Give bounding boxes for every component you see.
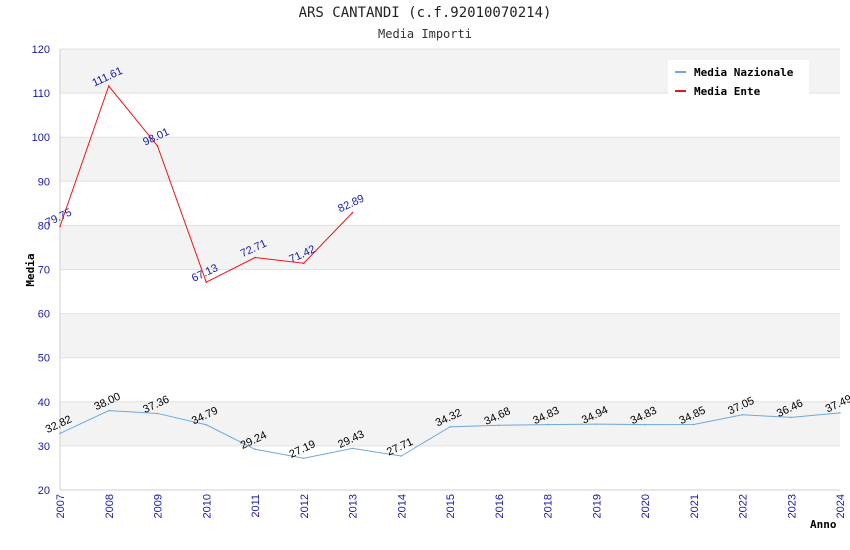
legend-label: Media Ente [694,85,761,98]
legend-box [668,60,809,96]
plot-band [60,401,840,446]
x-tick-label: 2018 [543,494,555,518]
data-point [790,416,793,419]
data-point [107,85,110,87]
plot-band [60,225,840,270]
data-point [692,423,695,426]
data-point [254,256,256,259]
legend-label: Media Nazionale [694,66,794,79]
x-tick-label: 2021 [689,494,701,518]
x-tick-label: 2011 [250,494,262,518]
y-tick-label: 60 [38,309,50,321]
data-point [546,423,549,426]
y-tick-label: 110 [32,88,50,100]
y-tick-label: 90 [38,176,50,188]
plot-band [60,93,840,138]
data-point [839,412,841,414]
x-tick-label: 2015 [445,494,457,518]
plot-band [60,181,840,226]
x-tick-label: 2013 [348,494,360,518]
x-tick-label: 2020 [640,494,652,518]
x-tick-label: 2010 [201,494,213,518]
data-point [59,432,61,435]
data-point [497,424,500,427]
data-point [449,426,451,428]
x-tick-label: 2012 [299,494,311,518]
x-tick-label: 2022 [738,494,750,518]
chart-title: ARS CANTANDI (c.f.92010070214) [298,5,552,21]
data-point [156,412,159,415]
data-point [741,414,744,416]
x-tick-label: 2024 [835,494,847,518]
data-point [59,225,61,228]
y-tick-label: 70 [38,265,50,277]
data-point [205,281,208,283]
data-point [644,423,646,426]
x-tick-label: 2019 [591,494,603,518]
data-point [400,455,403,457]
data-point [595,423,598,425]
data-point [254,448,256,451]
plot-band [60,357,840,402]
data-point [302,457,305,460]
y-axis-label: Media [24,253,37,286]
y-tick-label: 50 [38,353,50,365]
data-point [351,211,354,214]
data-point [351,447,354,450]
x-tick-label: 2014 [396,494,408,518]
x-axis-label: Anno [810,518,837,531]
y-tick-label: 40 [38,397,50,409]
chart-subtitle: Media Importi [378,27,472,41]
y-tick-label: 120 [32,44,50,56]
plot-band [60,313,840,358]
x-tick-label: 2023 [786,494,798,518]
data-point [107,409,110,412]
y-tick-label: 80 [38,220,50,232]
plot-band [60,137,840,182]
plot-band [60,445,840,490]
x-tick-label: 2008 [104,494,116,518]
data-point [205,423,208,426]
plot-band [60,269,840,314]
x-tick-label: 2016 [494,494,506,518]
y-tick-label: 100 [32,132,50,144]
x-tick-label: 2007 [55,494,67,518]
y-tick-label: 30 [38,441,50,453]
data-point [156,145,159,147]
y-tick-label: 20 [38,485,50,497]
x-tick-label: 2009 [153,494,165,518]
data-point [302,262,305,265]
